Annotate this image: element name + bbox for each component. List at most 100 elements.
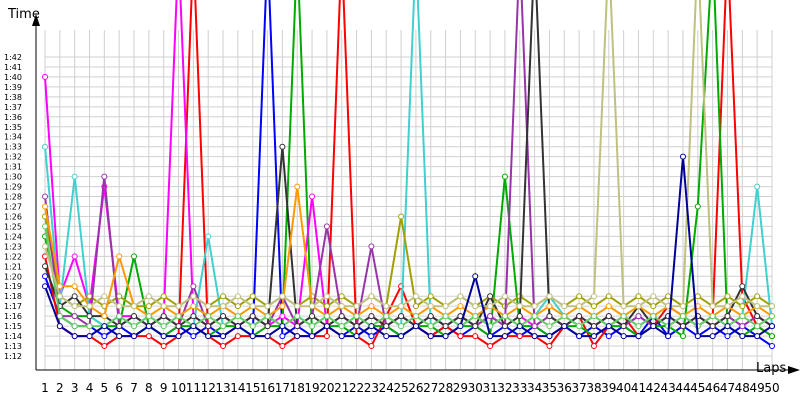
data-point: [398, 313, 405, 320]
x-tick-label: 37: [571, 381, 586, 395]
x-tick-label: 38: [586, 381, 601, 395]
data-point: [71, 323, 78, 330]
data-point: [368, 293, 375, 300]
data-point: [546, 293, 553, 300]
data-point: [71, 293, 78, 300]
data-point: [754, 183, 761, 190]
series-7: [42, 0, 775, 330]
data-point: [398, 213, 405, 220]
data-point: [457, 323, 464, 330]
y-tick-label: 1:35: [4, 123, 22, 132]
x-tick-label: 25: [393, 381, 408, 395]
data-point: [590, 293, 597, 300]
data-point: [694, 293, 701, 300]
data-point: [472, 313, 479, 320]
y-tick-label: 1:34: [4, 133, 22, 142]
y-tick-label: 1:33: [4, 143, 22, 152]
data-point: [323, 223, 330, 230]
data-point: [249, 333, 256, 340]
data-point: [739, 283, 746, 290]
series-3: [42, 0, 775, 340]
data-point: [220, 333, 227, 340]
data-point: [116, 313, 123, 320]
data-point: [42, 283, 48, 290]
data-point: [472, 323, 479, 330]
data-point: [754, 313, 761, 320]
x-tick-labels: 1 2 3 4 5 6 7 8 9 10 11 12 13 14 15 16 17 18 19 20 21 22 23 24 2…: [41, 381, 779, 395]
x-tick-label: 32: [497, 381, 512, 395]
data-point: [234, 303, 241, 310]
data-point: [679, 323, 686, 330]
y-axis-arrow: [32, 14, 40, 26]
data-point: [71, 173, 78, 180]
data-point: [160, 293, 167, 300]
data-point: [264, 313, 271, 320]
x-tick-label: 40: [616, 381, 631, 395]
x-tick-label: 14: [230, 381, 245, 395]
x-tick-label: 16: [260, 381, 275, 395]
data-point: [116, 253, 123, 260]
series-11: [42, 0, 775, 310]
data-point: [457, 293, 464, 300]
y-tick-label: 1:41: [4, 63, 22, 72]
data-point: [264, 333, 271, 340]
data-point: [279, 343, 286, 350]
data-point: [620, 333, 627, 340]
data-point: [665, 293, 672, 300]
data-point: [561, 323, 568, 330]
data-point: [145, 313, 152, 320]
data-point: [427, 323, 434, 330]
data-point: [101, 293, 108, 300]
data-point: [398, 323, 405, 330]
y-tick-label: 1:40: [4, 73, 22, 82]
x-tick-label: 1: [41, 381, 49, 395]
y-tick-label: 1:14: [4, 332, 22, 341]
data-point: [294, 303, 301, 310]
y-tick-label: 1:23: [4, 242, 22, 251]
data-point: [620, 303, 627, 310]
data-point: [457, 333, 464, 340]
data-point: [546, 303, 553, 310]
data-point: [650, 293, 657, 300]
data-point: [338, 293, 345, 300]
data-point: [590, 313, 597, 320]
data-point: [605, 313, 612, 320]
data-point: [724, 333, 731, 340]
data-point: [472, 273, 479, 280]
x-tick-label: 35: [542, 381, 557, 395]
data-point: [190, 333, 197, 340]
data-point: [694, 203, 701, 210]
data-point: [590, 323, 597, 330]
x-tick-label: 26: [408, 381, 423, 395]
data-point: [694, 333, 701, 340]
data-point: [323, 303, 330, 310]
data-point: [131, 313, 138, 320]
data-point: [472, 333, 479, 340]
data-point: [205, 233, 212, 240]
data-point: [42, 243, 48, 250]
data-point: [234, 313, 241, 320]
x-tick-label: 29: [453, 381, 468, 395]
data-point: [412, 313, 419, 320]
data-point: [323, 333, 330, 340]
x-tick-label: 27: [423, 381, 438, 395]
data-point: [279, 323, 286, 330]
data-point: [501, 323, 508, 330]
data-point: [86, 333, 93, 340]
data-point: [679, 333, 686, 340]
data-point: [42, 263, 48, 270]
data-point: [650, 303, 657, 310]
data-point: [546, 343, 553, 350]
data-point: [561, 313, 568, 320]
data-point: [516, 323, 523, 330]
x-axis-arrow: [788, 366, 800, 374]
x-tick-label: 48: [735, 381, 750, 395]
data-point: [635, 303, 642, 310]
data-point: [412, 293, 419, 300]
y-tick-label: 1:18: [4, 292, 22, 301]
x-tick-label: 33: [512, 381, 527, 395]
data-point: [368, 323, 375, 330]
data-point: [145, 303, 152, 310]
x-tick-label: 42: [646, 381, 661, 395]
series-4: [42, 0, 775, 330]
